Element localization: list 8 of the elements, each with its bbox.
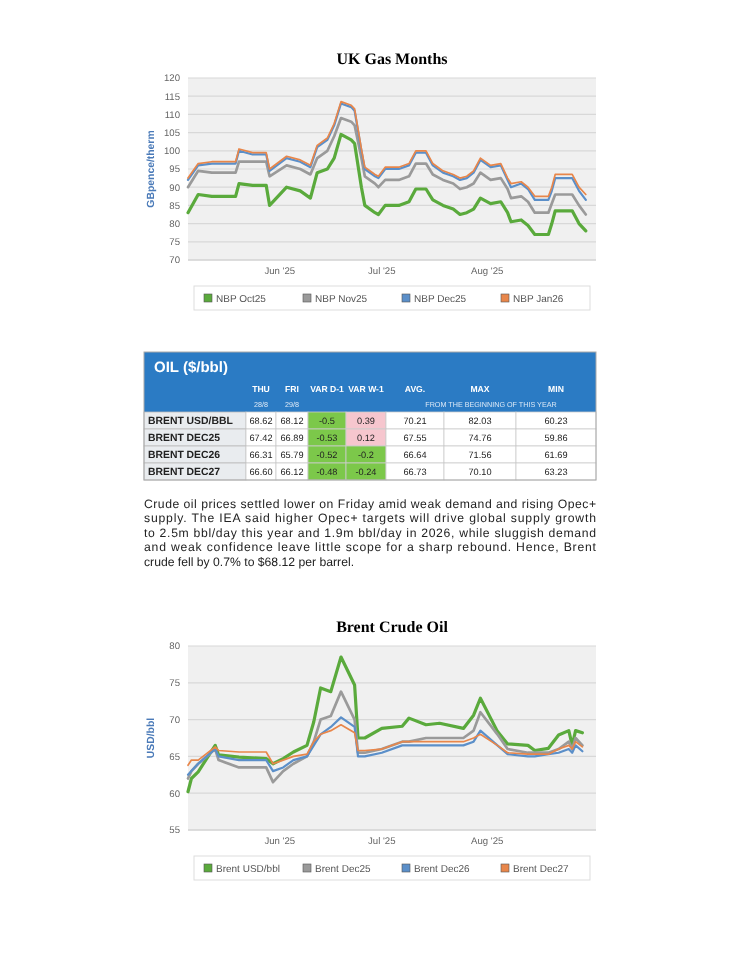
line-series (186, 655, 584, 794)
line-series (186, 690, 584, 784)
line-series (186, 132, 588, 237)
line-series (186, 116, 588, 216)
chart-title: Brent Crude Oil (336, 618, 450, 636)
line-series (187, 723, 584, 767)
chart-title: UK Gas Months (336, 50, 448, 68)
line-series (186, 716, 584, 776)
